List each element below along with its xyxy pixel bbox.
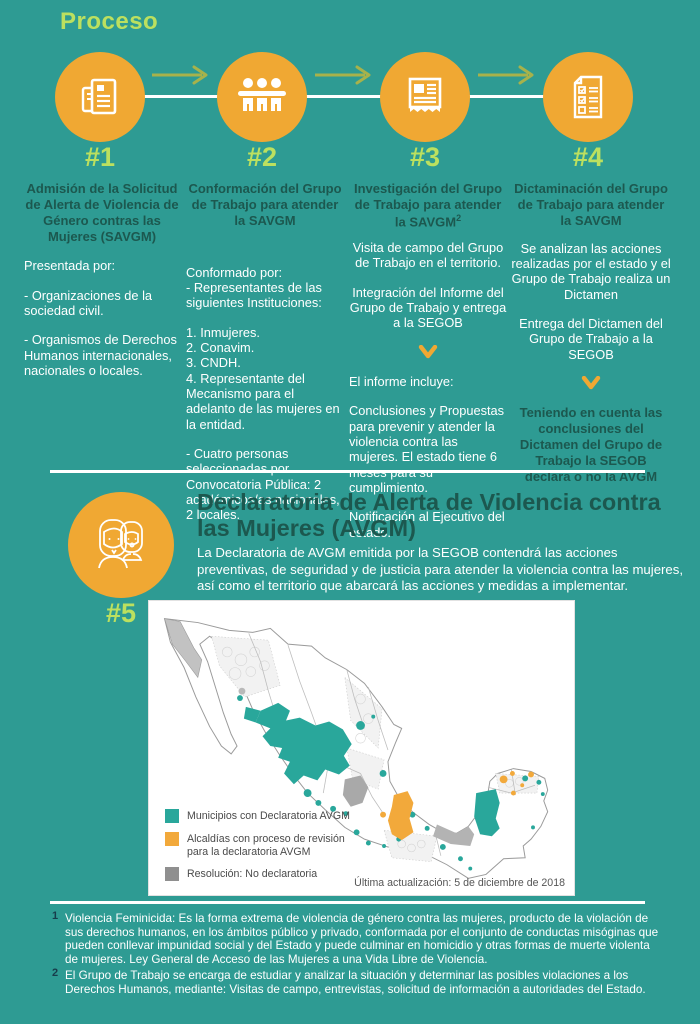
declaratoria-description: La Declaratoria de AVGM emitida por la S… <box>197 545 684 594</box>
step-5-number: #5 <box>105 598 137 628</box>
step-4-number: #4 <box>572 142 604 172</box>
step-4-column: Dictaminación del Grupo de Trabajo para … <box>511 181 671 485</box>
legend-label: Municipios con Declaratoria AVGM <box>187 810 350 822</box>
legend-swatch-teal <box>165 809 179 823</box>
step-4-heading: Dictaminación del Grupo de Trabajo para … <box>514 181 668 228</box>
chevron-down-icon <box>581 375 601 390</box>
step-1-paragraph: - Organizaciones de la sociedad civil. <box>24 287 153 319</box>
arrow-right-icon <box>315 65 371 85</box>
arrow-right-icon <box>152 65 208 85</box>
map-region-orange <box>380 771 534 841</box>
section-divider <box>50 470 645 473</box>
footer-divider <box>50 901 645 904</box>
footnote-text: El Grupo de Trabajo se encarga de estudi… <box>65 969 646 996</box>
step-2-paragraph: 1. Inmujeres. <box>186 324 260 340</box>
step-3-heading: Investigación del Grupo de Trabajo para … <box>353 181 503 230</box>
step-2-heading: Conformación del Grupo de Trabajo para a… <box>188 181 342 228</box>
step-1-number: #1 <box>84 142 116 172</box>
footnote-marker: 2 <box>52 967 59 979</box>
step-4-paragraph: Entrega del Dictamen del Grupo de Trabaj… <box>519 315 663 362</box>
step-3-paragraph: El informe incluye: <box>349 373 454 389</box>
step-3-paragraph: Conclusiones y Propuestas para prevenir … <box>349 403 505 496</box>
step-4-paragraph: Se analizan las acciones realizadas por … <box>511 240 671 302</box>
step-3-circle <box>380 52 470 142</box>
legend-swatch-orange <box>165 832 179 846</box>
legend-label: Alcaldías con proceso de revisión para l… <box>187 833 345 858</box>
map-region-teal <box>237 695 545 871</box>
report-icon <box>408 77 442 112</box>
process-connector-line <box>100 95 588 98</box>
legend-label: Resolución: No declaratoria <box>187 868 318 881</box>
step-3-number: #3 <box>409 142 441 172</box>
step-2-number: #2 <box>246 142 278 172</box>
step-2-paragraph: Conformado por: <box>186 264 283 280</box>
map-legend: Municipios con Declaratoria AVGM Alcaldí… <box>165 809 350 890</box>
step-1-column: Admisión de la Solicitud de Alerta de Vi… <box>24 181 180 393</box>
step-3-paragraph: Visita de campo del Grupo de Trabajo en … <box>352 239 504 271</box>
declaratoria-heading: Declaratoria de Alerta de Violencia cont… <box>197 489 661 541</box>
step-3-paragraph: Integración del Informe del Grupo de Tra… <box>349 284 507 331</box>
document-icon <box>81 78 117 115</box>
women-icon <box>98 519 143 569</box>
people-icon <box>238 78 286 111</box>
map-region-gray <box>238 687 246 695</box>
legend-swatch-gray <box>165 867 179 882</box>
mexico-map <box>163 618 549 879</box>
checklist-icon <box>573 75 603 119</box>
footnote-reference: 2 <box>456 212 462 223</box>
legend-item-alcaldias: Alcaldías con proceso de revisión para l… <box>165 832 350 858</box>
step-1-circle <box>55 52 145 142</box>
step-2-paragraph: 4. Representante del Mecanismo para el a… <box>186 370 340 432</box>
step-2-circle <box>217 52 307 142</box>
map-region-gray <box>433 824 475 846</box>
step-1-heading: Admisión de la Solicitud de Alerta de Vi… <box>25 181 179 244</box>
chevron-down-icon <box>418 344 438 358</box>
step-2-paragraph: 3. CNDH. <box>186 355 241 371</box>
step-2-paragraph: - Representantes de las siguientes Insti… <box>186 279 322 311</box>
step-5-circle <box>68 492 174 598</box>
map-region-gray <box>342 775 369 807</box>
legend-item-resolucion: Resolución: No declaratoria <box>165 867 350 882</box>
step-1-paragraph: Presentada por: <box>24 258 116 274</box>
map-region-gray <box>164 618 203 679</box>
step-2-paragraph: 2. Conavim. <box>186 339 255 355</box>
step-4-circle <box>543 52 633 142</box>
footnote-text: Violencia Feminicida: Es la forma extrem… <box>65 912 659 967</box>
footnote-1: 1 Violencia Feminicida: Es la forma extr… <box>52 910 660 967</box>
step-1-paragraph: - Organismos de Derechos Humanos interna… <box>24 332 177 379</box>
footnote-marker: 1 <box>52 910 59 922</box>
legend-item-municipios: Municipios con Declaratoria AVGM <box>165 809 350 823</box>
arrow-right-icon <box>478 65 534 85</box>
footnote-2: 2 El Grupo de Trabajo se encarga de estu… <box>52 967 660 996</box>
step-2-column: Conformación del Grupo de Trabajo para a… <box>186 181 344 537</box>
map-updated-note: Última actualización: 5 de diciembre de … <box>354 877 565 889</box>
page-title: Proceso <box>60 8 159 35</box>
step-3-column: Investigación del Grupo de Trabajo para … <box>349 181 507 554</box>
mexico-map-panel: Municipios con Declaratoria AVGM Alcaldí… <box>148 600 575 896</box>
step-3-paragraph: Notificación al Ejecutivo del estado. <box>349 509 505 540</box>
